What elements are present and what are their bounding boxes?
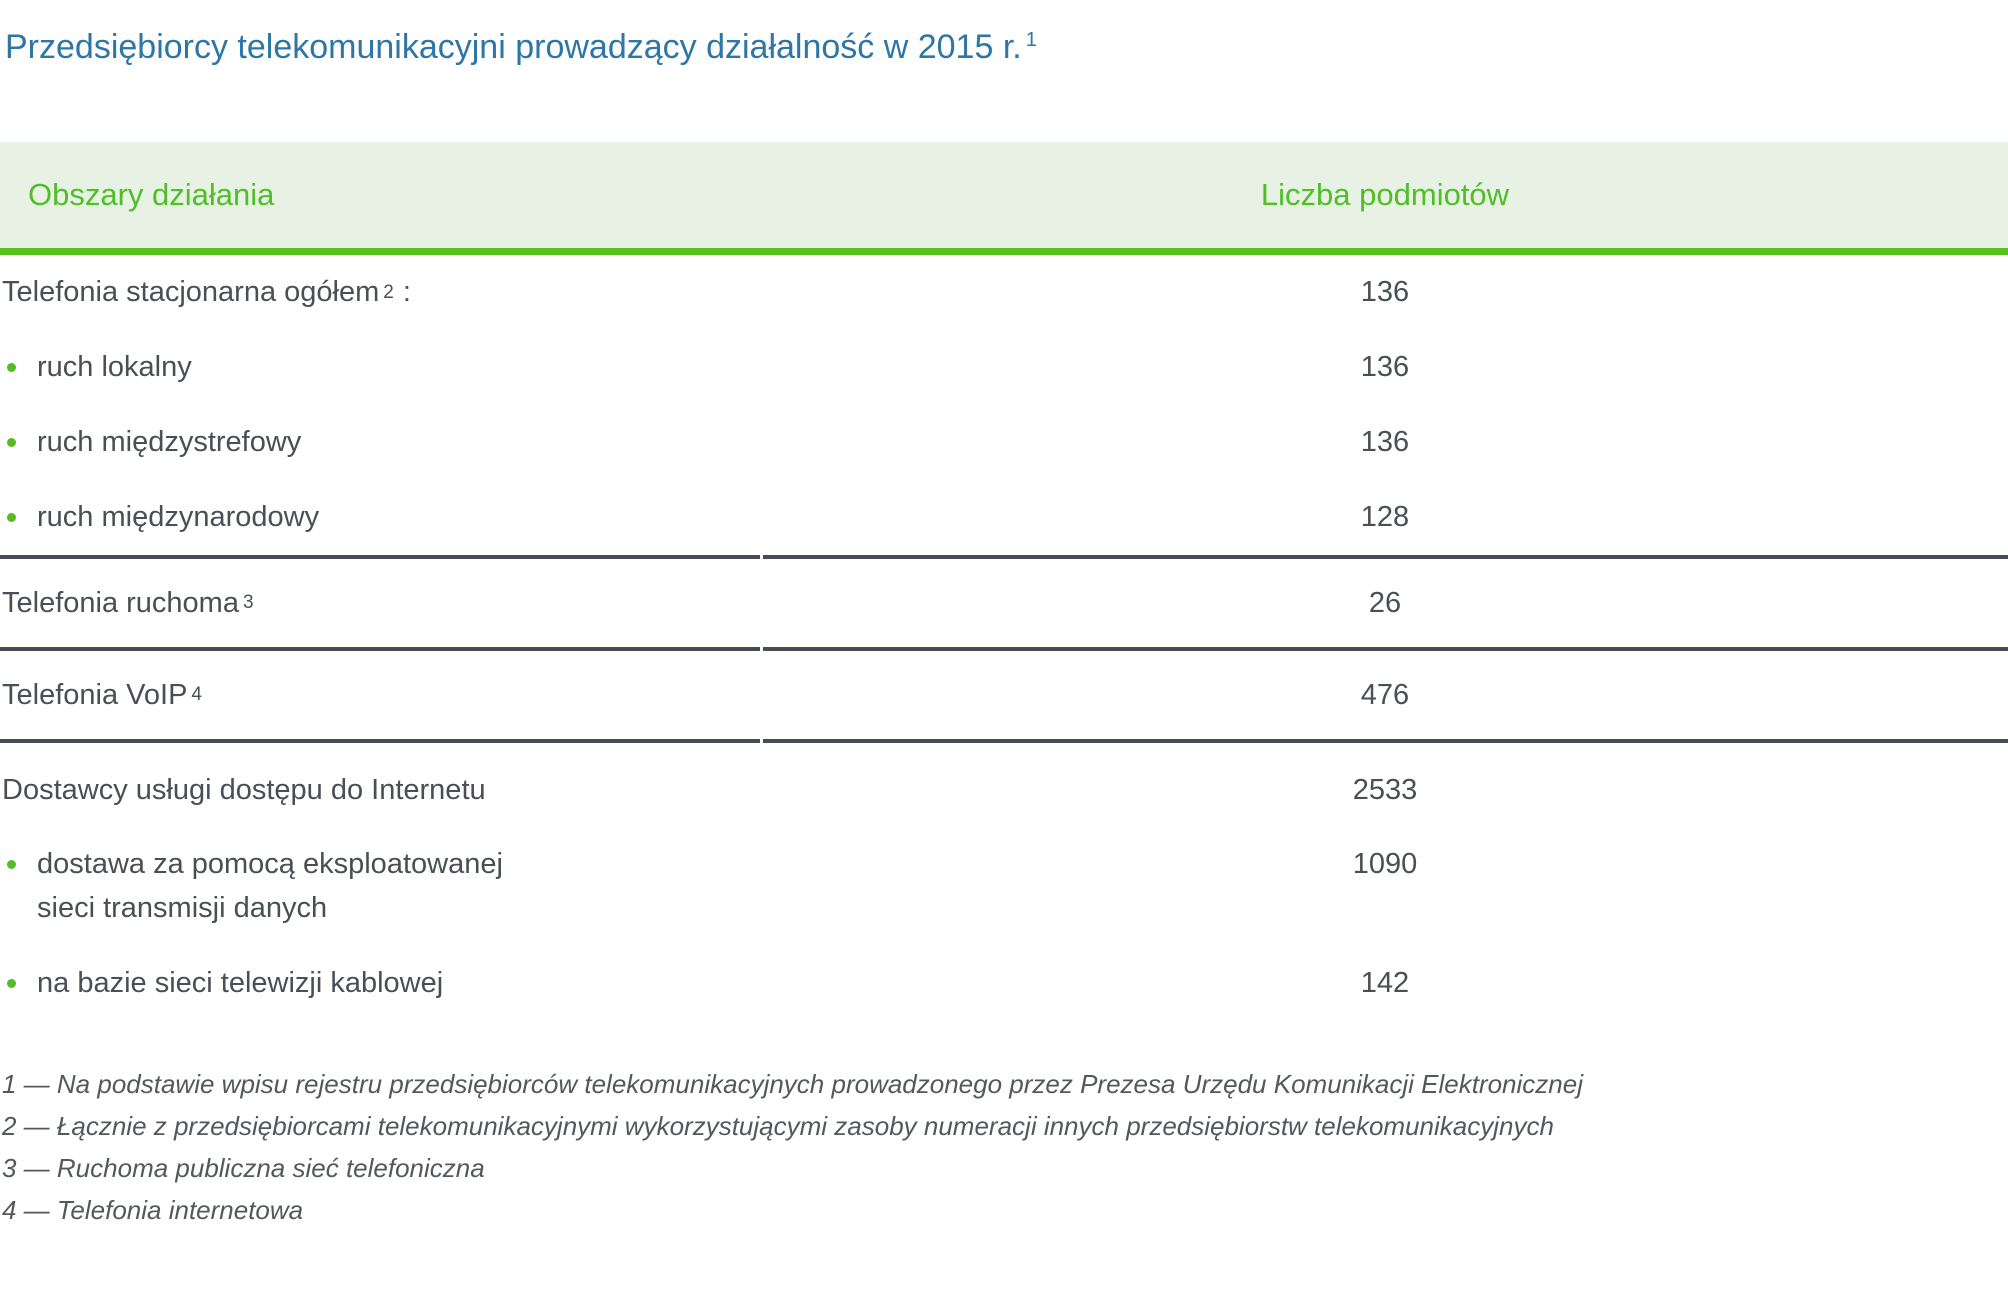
row-label-text: Telefonia VoIP — [2, 678, 188, 711]
row-label: ruch międzynarodowy — [0, 501, 762, 534]
table-row: Dostawcy usługi dostępu do Internetu 253… — [0, 753, 2008, 828]
page-title-footnote-ref: 1 — [1025, 28, 1037, 51]
column-header-areas: Obszary działania — [28, 177, 275, 212]
row-label-text: ruch międzynarodowy — [37, 501, 320, 533]
table-row: dostawa za pomocą eksploatowanej sieci t… — [0, 828, 2008, 946]
footnote-2: 2 — Łącznie z przedsiębiorcami telekomun… — [2, 1111, 1554, 1141]
section-divider — [0, 647, 2008, 651]
table-row: Telefonia ruchoma 3 26 — [0, 559, 2008, 647]
row-label-suffix: : — [402, 276, 411, 308]
row-value: 142 — [1360, 967, 1410, 999]
row-value: 136 — [1360, 276, 1410, 308]
group-mobile-telephony: Telefonia ruchoma 3 26 — [0, 559, 2008, 647]
row-value: 1090 — [1352, 848, 1418, 880]
row-value: 26 — [1368, 586, 1402, 619]
row-label-text: dostawa za pomocą eksploatowanej sieci t… — [37, 842, 503, 930]
table-row: na bazie sieci telewizji kablowej 142 — [0, 946, 2008, 1021]
row-label-text: ruch lokalny — [37, 351, 192, 383]
footnote-1: 1 — Na podstawie wpisu rejestru przedsię… — [2, 1069, 1583, 1099]
row-value: 128 — [1360, 501, 1410, 533]
row-label: ruch międzystrefowy — [0, 426, 762, 459]
bullet-icon — [7, 513, 16, 522]
section-divider — [0, 555, 2008, 559]
row-label: na bazie sieci telewizji kablowej — [0, 967, 762, 1000]
row-value: 2533 — [1352, 774, 1418, 806]
group-internet-providers: Dostawcy usługi dostępu do Internetu 253… — [0, 743, 2008, 1021]
row-label-text: Telefonia stacjonarna ogółem — [2, 276, 380, 308]
row-label-text: Dostawcy usługi dostępu do Internetu — [2, 774, 486, 806]
footnote-3: 3 — Ruchoma publiczna sieć telefoniczna — [2, 1153, 485, 1183]
row-label-line1: dostawa za pomocą eksploatowanej — [37, 848, 503, 880]
table-row: ruch lokalny 136 — [0, 330, 2008, 405]
bullet-icon — [7, 438, 16, 447]
table-row: ruch międzystrefowy 136 — [0, 405, 2008, 480]
group-fixed-telephony: Telefonia stacjonarna ogółem 2: 136 ruch … — [0, 255, 2008, 555]
row-value: 136 — [1360, 426, 1410, 458]
table-row: Telefonia stacjonarna ogółem 2: 136 — [0, 255, 2008, 330]
row-label-line2: sieci transmisji danych — [37, 892, 328, 924]
table-row: ruch międzynarodowy 128 — [0, 480, 2008, 555]
divider-segment — [763, 739, 2008, 743]
table-row: Telefonia VoIP 4 476 — [0, 651, 2008, 739]
bullet-icon — [7, 363, 16, 372]
bullet-icon — [7, 860, 16, 869]
column-header-count: Liczba podmiotów — [1260, 177, 1510, 212]
footnotes: 1 — Na podstawie wpisu rejestru przedsię… — [0, 1063, 2008, 1231]
row-label-text: na bazie sieci telewizji kablowej — [37, 967, 444, 999]
row-value: 136 — [1360, 351, 1410, 383]
row-label: Telefonia VoIP 4 — [2, 678, 202, 711]
row-label-text: ruch międzystrefowy — [37, 426, 302, 458]
divider-segment — [0, 647, 760, 651]
bullet-icon — [7, 979, 16, 988]
row-label: Telefonia stacjonarna ogółem 2: — [2, 276, 411, 308]
row-label: Dostawcy usługi dostępu do Internetu — [0, 774, 762, 807]
row-label: Telefonia ruchoma 3 — [2, 586, 254, 619]
divider-segment — [763, 647, 2008, 651]
divider-segment — [763, 555, 2008, 559]
row-label-text: Telefonia ruchoma — [2, 586, 239, 619]
footnote-4: 4 — Telefonia internetowa — [2, 1195, 304, 1225]
table-header-row: Obszary działania Liczba podmiotów — [0, 142, 2008, 255]
row-value: 476 — [1360, 678, 1410, 711]
page-title: Przedsiębiorcy telekomunikacyjni prowadz… — [0, 0, 2008, 68]
row-label: dostawa za pomocą eksploatowanej sieci t… — [0, 842, 762, 930]
row-label: ruch lokalny — [0, 351, 762, 384]
divider-segment — [0, 739, 760, 743]
telecom-operators-table: Obszary działania Liczba podmiotów Telef… — [0, 142, 2008, 1021]
section-divider — [0, 739, 2008, 743]
divider-segment — [0, 555, 760, 559]
page-title-text: Przedsiębiorcy telekomunikacyjni prowadz… — [5, 28, 1022, 66]
group-voip-telephony: Telefonia VoIP 4 476 — [0, 651, 2008, 739]
